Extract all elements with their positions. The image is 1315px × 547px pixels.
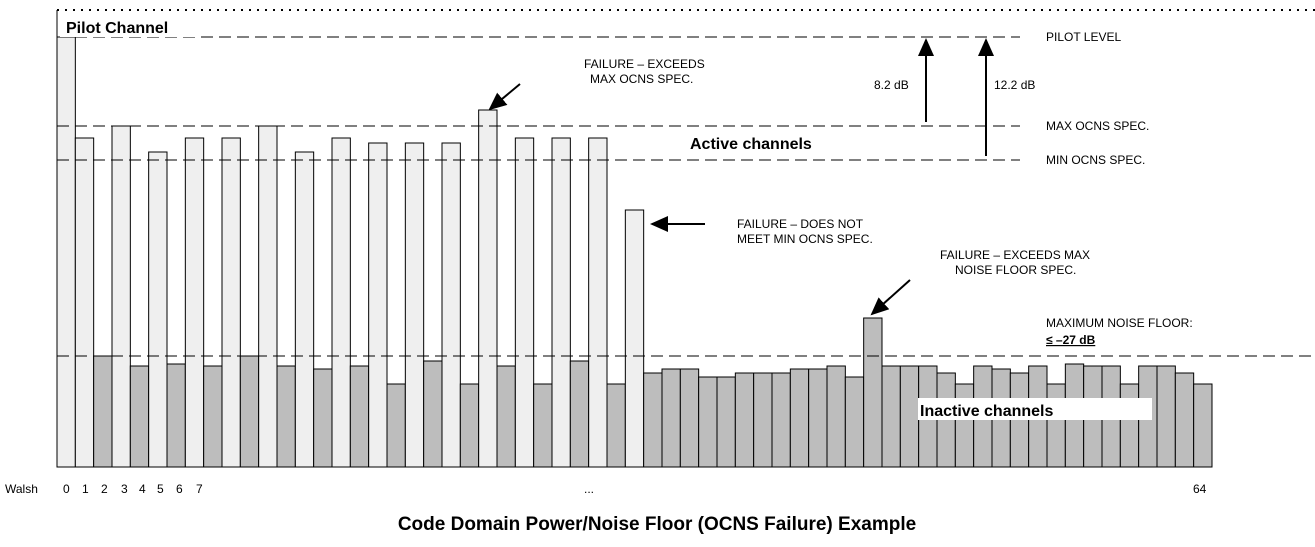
level-label: MIN OCNS SPEC.	[1046, 153, 1145, 167]
bar	[771, 372, 791, 468]
bar	[221, 137, 241, 468]
axis-label: Walsh	[5, 482, 38, 496]
annotation: NOISE FLOOR SPEC.	[955, 263, 1076, 277]
annotation: FAILURE – EXCEEDS MAX	[940, 248, 1090, 262]
bar	[753, 372, 773, 468]
bar	[734, 372, 755, 468]
bar	[624, 209, 645, 468]
bar	[184, 137, 205, 468]
axis-ellipsis: ...	[584, 482, 594, 496]
bar	[93, 355, 113, 468]
bar	[899, 365, 920, 468]
bar	[954, 383, 975, 468]
bar	[881, 365, 901, 468]
bar	[441, 142, 461, 468]
bar	[808, 368, 828, 468]
annotation: MAX OCNS SPEC.	[590, 72, 693, 86]
annotation: MEET MIN OCNS SPEC.	[737, 232, 873, 246]
bar	[826, 365, 846, 468]
label-bg	[60, 17, 200, 37]
label-bg	[918, 398, 1152, 420]
bar	[459, 383, 480, 468]
bar	[294, 151, 315, 468]
active-label: Active channels	[690, 136, 812, 153]
level-label: ≤ –27 dB	[1046, 333, 1096, 347]
axis-tick: 7	[196, 482, 203, 496]
bar	[643, 372, 663, 468]
bar	[533, 383, 553, 468]
bar	[148, 151, 168, 468]
bar	[386, 383, 406, 468]
title: Code Domain Power/Noise Floor (OCNS Fail…	[398, 514, 916, 535]
bar	[1174, 372, 1195, 468]
bar	[789, 368, 810, 468]
bar	[844, 376, 865, 468]
bar	[368, 142, 388, 468]
bar	[716, 376, 736, 468]
bar	[588, 137, 608, 468]
axis-tick: 3	[121, 482, 128, 496]
bar	[74, 137, 95, 468]
bar	[661, 368, 681, 468]
axis-tick: 1	[82, 482, 89, 496]
annotation: FAILURE – DOES NOT	[737, 217, 864, 231]
bar	[1156, 365, 1176, 468]
arrow	[488, 83, 521, 111]
level-label: MAX OCNS SPEC.	[1046, 119, 1149, 133]
bar	[1193, 383, 1213, 468]
bar	[203, 365, 223, 468]
bar	[349, 365, 370, 468]
bar	[56, 36, 76, 468]
bar	[514, 137, 535, 468]
bar	[166, 363, 186, 468]
bar	[1119, 383, 1140, 468]
annotation: FAILURE – EXCEEDS	[584, 57, 705, 71]
level-label: MAXIMUM NOISE FLOOR:	[1046, 316, 1193, 330]
axis-tick: 0	[63, 482, 70, 496]
bar	[258, 125, 278, 468]
bar	[276, 365, 296, 468]
bar	[331, 137, 351, 468]
bar	[111, 125, 131, 468]
axis-tick: 5	[157, 482, 164, 496]
bar	[129, 365, 150, 468]
bar	[496, 365, 516, 468]
axis-tick: 2	[101, 482, 108, 496]
axis-end: 64	[1193, 482, 1207, 496]
bar	[698, 376, 718, 468]
arrow-label: 8.2 dB	[874, 78, 909, 92]
bar	[239, 355, 260, 468]
level-label: PILOT LEVEL	[1046, 30, 1121, 44]
bar	[478, 109, 498, 468]
bar	[423, 360, 443, 468]
axis-tick: 4	[139, 482, 146, 496]
axis-tick: 6	[176, 482, 183, 496]
bar	[569, 360, 590, 468]
bar	[863, 317, 883, 468]
bar	[1046, 383, 1066, 468]
arrow-label: 12.2 dB	[994, 78, 1035, 92]
bar	[606, 383, 626, 468]
inactive-label: Inactive channels	[920, 403, 1053, 420]
bar	[679, 368, 700, 468]
bar	[551, 137, 571, 468]
bar	[404, 142, 425, 468]
arrow	[870, 279, 911, 316]
pilot-label: Pilot Channel	[66, 20, 168, 37]
bar	[313, 368, 333, 468]
